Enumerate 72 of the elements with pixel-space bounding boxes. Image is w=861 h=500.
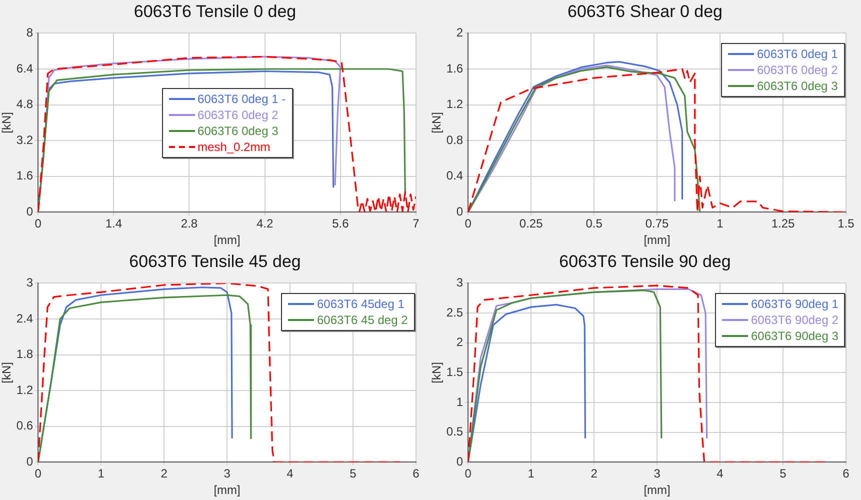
- x-tick-label: 0.75: [645, 216, 670, 231]
- legend-label: 6063T6 0deg 2: [757, 63, 838, 78]
- y-axis-title: [kN]: [0, 112, 14, 134]
- y-tick-label: 2: [456, 335, 464, 350]
- legend-label: 6063T6 0deg 3: [757, 79, 838, 94]
- y-tick-label: 6.4: [16, 61, 34, 76]
- x-tick-label: 2: [160, 466, 168, 481]
- x-tick-label: 1: [98, 466, 105, 481]
- y-tick-label: 1.2: [446, 97, 464, 112]
- x-tick-label: 3: [654, 466, 661, 481]
- x-tick-label: 0.5: [586, 216, 603, 231]
- x-axis-title: [mm]: [214, 233, 240, 248]
- x-tick-label: 7: [412, 216, 420, 231]
- legend-label: 6063T6 90deg 1: [751, 297, 838, 312]
- chart-title: 6063T6 Tensile 45 deg: [128, 251, 302, 273]
- x-axis-title: [mm]: [644, 233, 670, 248]
- y-tick-label: 0: [456, 204, 464, 219]
- y-tick-label: 0.5: [446, 424, 464, 439]
- y-tick-label: 8: [26, 26, 34, 40]
- y-tick-label: 1.6: [446, 61, 464, 76]
- x-tick-label: 4: [286, 466, 294, 481]
- y-axis-title: [kN]: [430, 362, 444, 384]
- y-tick-label: 1.5: [446, 365, 464, 380]
- x-tick-label: 3: [224, 466, 231, 481]
- x-tick-label: 1: [528, 466, 535, 481]
- x-tick-label: 1.5: [838, 216, 855, 231]
- chart-title: 6063T6 Tensile 0 deg: [132, 1, 298, 23]
- y-tick-label: 0.4: [446, 168, 464, 183]
- legend-label: 6063T6 45deg 1: [317, 297, 404, 312]
- y-tick-label: 2: [456, 26, 464, 40]
- x-tick-label: 4: [716, 466, 724, 481]
- y-tick-label: 4.8: [16, 97, 34, 112]
- legend-label: mesh_0.2mm: [198, 140, 270, 154]
- x-axis-title: [mm]: [644, 483, 670, 498]
- legend-label: 6063T6 45 deg 2: [317, 313, 408, 328]
- y-tick-label: 3: [456, 276, 464, 290]
- x-axis-title: [mm]: [214, 483, 240, 498]
- x-tick-label: 2: [590, 466, 598, 481]
- x-tick-label: 0.25: [519, 216, 544, 231]
- y-tick-label: 0.8: [446, 132, 464, 147]
- x-tick-label: 1.4: [105, 216, 122, 231]
- x-tick-label: 5.6: [332, 216, 350, 231]
- y-tick-label: 3: [26, 276, 34, 290]
- x-tick-label: 5: [350, 466, 357, 481]
- x-tick-label: 2.8: [180, 216, 198, 231]
- y-tick-label: 2.5: [446, 305, 464, 320]
- y-tick-label: 0.6: [16, 418, 34, 433]
- x-tick-label: 4.2: [256, 216, 274, 231]
- x-tick-label: 6: [842, 466, 850, 481]
- y-tick-label: 1.6: [16, 168, 34, 183]
- y-tick-label: 1.2: [16, 382, 34, 397]
- x-tick-label: 1: [716, 216, 724, 231]
- y-tick-label: 1: [456, 394, 464, 409]
- y-tick-label: 2.4: [16, 311, 34, 326]
- y-tick-label: 0: [26, 454, 34, 469]
- legend-label: 6063T6 0deg 3: [198, 124, 278, 138]
- y-axis-title: [kN]: [430, 112, 444, 134]
- legend-label: 6063T6 0deg 2: [198, 108, 278, 122]
- x-tick-label: 6: [412, 466, 420, 481]
- y-axis-title: [kN]: [0, 362, 14, 384]
- legend-label: 6063T6 90deg 3: [751, 329, 838, 344]
- chart-title: 6063T6 Shear 0 deg: [566, 1, 724, 23]
- y-tick-label: 3.2: [16, 132, 34, 147]
- legend-label: 6063T6 90deg 2: [751, 313, 838, 328]
- x-tick-label: 1.25: [771, 216, 796, 231]
- legend-label: 6063T6 0deg 1: [757, 47, 838, 62]
- y-tick-label: 0: [456, 454, 464, 469]
- chart-title: 6063T6 Tensile 90 deg: [558, 251, 732, 273]
- y-tick-label: 1.8: [16, 347, 34, 362]
- legend-label: 6063T6 0deg 1 -: [198, 92, 286, 106]
- x-tick-label: 5: [780, 466, 787, 481]
- y-tick-label: 0: [26, 204, 34, 219]
